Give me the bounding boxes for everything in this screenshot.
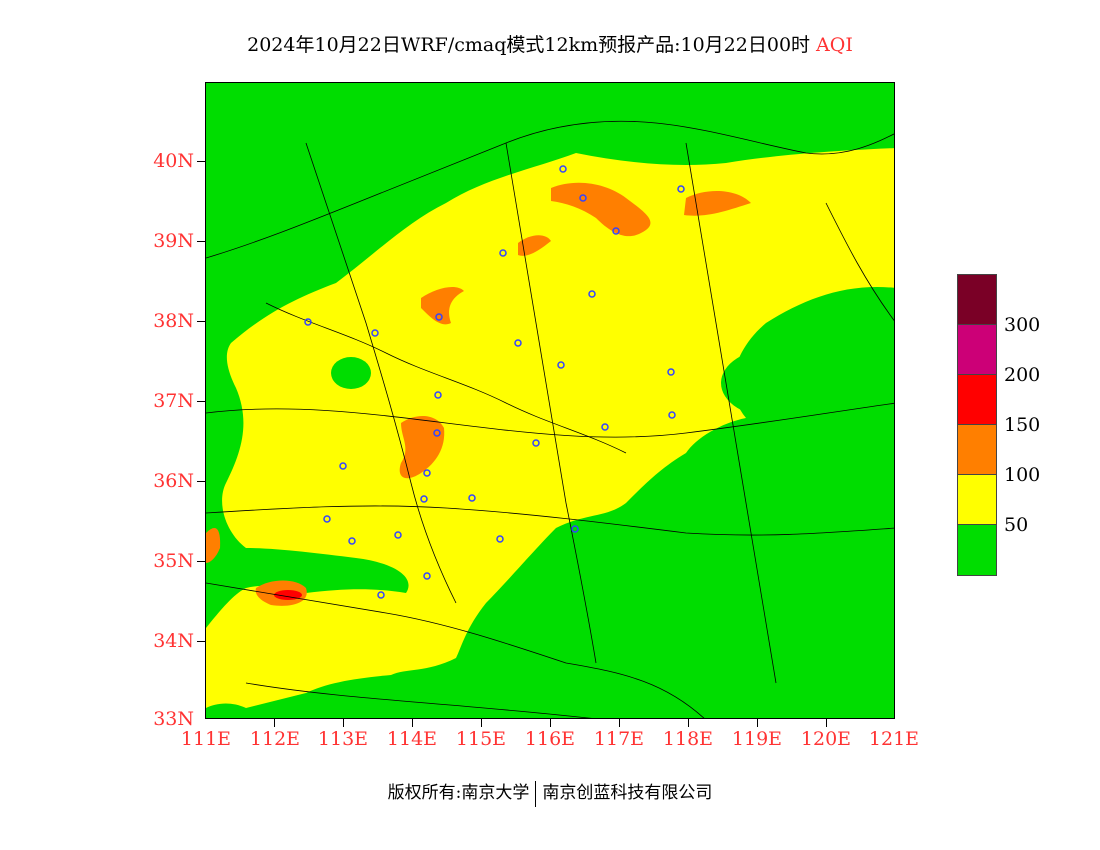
city-marker [557,361,565,369]
lon-label-116e: 116E [524,728,576,750]
lon-tick [550,719,551,727]
legend-label-50: 50 [1004,514,1029,536]
lat-tick [197,241,205,242]
lat-label-39n: 39N [153,230,194,252]
lat-label-33n: 33N [153,708,194,730]
city-marker [433,429,441,437]
legend-swatch-100-150 [958,425,996,475]
map-title: 2024年10月22日WRF/cmaq模式12km预报产品:10月22日00时 A… [0,30,1100,57]
city-marker [371,329,379,337]
legend-swatch-150-200 [958,375,996,425]
lat-tick [197,321,205,322]
lon-tick [757,719,758,727]
city-marker [323,515,331,523]
city-marker [612,227,620,235]
lon-label-115e: 115E [455,728,507,750]
admin-boundaries [206,120,894,718]
city-marker [435,313,443,321]
city-marker [394,531,402,539]
legend-swatch-200-300 [958,325,996,375]
lat-label-40n: 40N [153,150,194,172]
lon-label-121e: 121E [868,728,920,750]
lat-tick [197,161,205,162]
city-marker [468,494,476,502]
footer-left: 版权所有:南京大学 [387,783,530,803]
aqi-green-island [677,535,705,571]
city-marker [348,537,356,545]
city-marker [579,194,587,202]
lat-label-34n: 34N [153,630,194,652]
lon-tick [826,719,827,727]
title-variable: AQI [816,34,853,56]
lon-label-113e: 113E [317,728,369,750]
city-marker [532,439,540,447]
lon-tick [481,719,482,727]
city-marker [377,591,385,599]
lat-tick [197,561,205,562]
lon-label-120e: 120E [800,728,852,750]
legend-label-300: 300 [1004,314,1041,336]
lat-label-36n: 36N [153,470,194,492]
legend-label-200: 200 [1004,364,1041,386]
lon-label-118e: 118E [662,728,714,750]
lat-tick [197,401,205,402]
city-marker [339,462,347,470]
aqi-band-unhealthy-sensitive [684,191,751,216]
legend-swatch-50-100 [958,475,996,525]
legend-label-150: 150 [1004,414,1041,436]
city-marker [423,469,431,477]
aqi-green-island [331,357,371,389]
lon-tick [619,719,620,727]
footer-separator [535,780,537,807]
copyright-footer: 版权所有:南京大学 南京创蓝科技有限公司 [0,778,1100,807]
title-main: 2024年10月22日WRF/cmaq模式12km预报产品:10月22日00时 [247,34,811,56]
city-marker [677,185,685,193]
lon-tick [343,719,344,727]
city-marker [420,495,428,503]
city-marker [434,391,442,399]
aqi-map[interactable] [205,82,895,719]
aqi-green-island [721,348,831,418]
city-marker [423,572,431,580]
legend-swatch-300plus [958,275,996,325]
city-marker [496,535,504,543]
aqi-band-moderate [206,148,894,708]
city-marker [304,318,312,326]
lon-tick [412,719,413,727]
aqi-band-unhealthy-sensitive [551,182,651,237]
lat-tick [197,641,205,642]
lon-tick [274,719,275,727]
aqi-map-svg [206,83,894,718]
lat-label-37n: 37N [153,390,194,412]
city-marker [499,249,507,257]
lat-label-35n: 35N [153,550,194,572]
city-marker [668,411,676,419]
color-legend [957,274,997,576]
city-marker [588,290,596,298]
lon-tick [688,719,689,727]
aqi-band-unhealthy-sensitive [518,235,551,256]
city-markers [304,165,685,599]
aqi-band-unhealthy-sensitive [421,287,464,325]
city-marker [601,423,609,431]
aqi-band-unhealthy-sensitive [206,528,221,563]
aqi-band-unhealthy-sensitive [399,416,445,479]
footer-right: 南京创蓝科技有限公司 [542,783,713,803]
lon-label-114e: 114E [386,728,438,750]
lat-label-38n: 38N [153,310,194,332]
lat-tick [197,481,205,482]
lon-label-112e: 112E [249,728,301,750]
lon-label-117e: 117E [593,728,645,750]
city-marker [514,339,522,347]
aqi-green-island [488,596,524,640]
aqi-green-island [556,626,576,650]
city-marker [667,368,675,376]
city-marker [571,525,579,533]
lon-label-111e: 111E [180,728,232,750]
legend-swatch-0-50 [958,525,996,575]
legend-label-100: 100 [1004,464,1041,486]
city-marker [559,165,567,173]
lon-label-119e: 119E [731,728,783,750]
